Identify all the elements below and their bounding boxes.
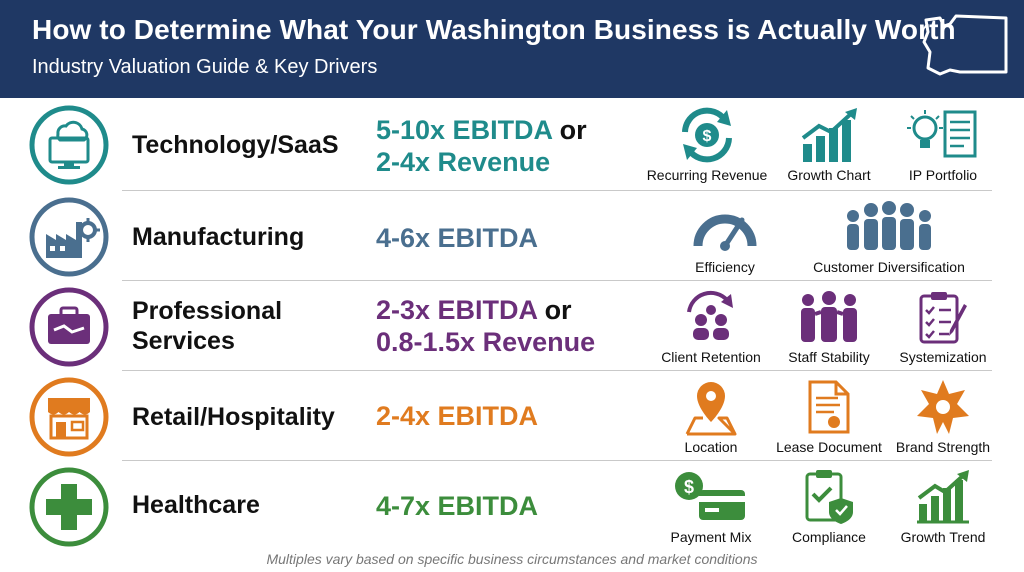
driver-label: Customer Diversification: [813, 259, 965, 275]
recurring-revenue-icon: $: [682, 107, 732, 163]
industry-name: Technology/SaaS: [132, 131, 339, 159]
gauge-icon: [693, 214, 757, 251]
driver-compliance: Compliance: [764, 464, 894, 550]
page-subtitle: Industry Valuation Guide & Key Drivers: [32, 56, 378, 78]
valuation-multiple: 4-7x EBITDA: [376, 490, 538, 522]
industry-row-technology: Technology/SaaS 5-10x EBITDA or 2-4x Rev…: [0, 100, 1024, 190]
staff-stability-icon: [801, 291, 857, 342]
growth-chart-icon: [801, 108, 857, 162]
driver-label: Lease Document: [776, 439, 882, 455]
industry-row-manufacturing: Manufacturing 4-6x EBITDA Efficiency Cus…: [0, 192, 1024, 282]
row-divider: [122, 460, 992, 461]
footer-note: Multiples vary based on specific busines…: [266, 551, 758, 567]
driver-customer-diversification: Customer Diversification: [813, 194, 965, 280]
compliance-shield-icon: [805, 470, 853, 524]
driver-payment-mix: $ Payment Mix: [646, 464, 776, 550]
driver-label: Staff Stability: [788, 349, 870, 365]
driver-efficiency: Efficiency: [660, 194, 790, 280]
driver-growth-trend: Growth Trend: [878, 464, 1008, 550]
driver-brand-strength: Brand Strength: [878, 374, 1008, 460]
factory-gear-icon: [29, 197, 109, 277]
industry-row-retail-hospitality: Retail/Hospitality 2-4x EBITDA Location …: [0, 372, 1024, 462]
driver-staff-stability: Staff Stability: [764, 284, 894, 370]
multiple-line1: 4-7x EBITDA: [376, 491, 539, 521]
driver-label: Payment Mix: [670, 529, 752, 545]
client-retention-icon: [687, 290, 733, 340]
ip-portfolio-icon: [907, 110, 977, 158]
industry-row-healthcare: Healthcare 4-7x EBITDA $ Payment Mix Com…: [0, 462, 1024, 552]
row-divider: [122, 190, 992, 191]
driver-label: Compliance: [792, 529, 866, 545]
industry-row-professional-services: Professional Services 2-3x EBITDA or 0.8…: [0, 282, 1024, 372]
lease-document-icon: [808, 380, 850, 434]
driver-label: Brand Strength: [895, 439, 991, 455]
driver-client-retention: Client Retention: [646, 284, 776, 370]
valuation-multiple: 5-10x EBITDA or 2-4x Revenue: [376, 114, 587, 178]
driver-label: Growth Trend: [900, 529, 986, 545]
valuation-multiple: 2-3x EBITDA or 0.8-1.5x Revenue: [376, 294, 595, 358]
driver-label: Client Retention: [661, 349, 761, 365]
medical-cross-icon: [29, 467, 109, 547]
star-badge-icon: [917, 380, 969, 434]
valuation-multiple: 4-6x EBITDA: [376, 222, 538, 254]
checklist-clipboard-icon: [919, 292, 967, 344]
industry-name-line2: Services: [132, 327, 235, 355]
people-group-icon: [847, 201, 931, 250]
valuation-multiple: 2-4x EBITDA: [376, 400, 538, 432]
industry-name: Healthcare: [132, 491, 260, 519]
driver-systemization: Systemization: [878, 284, 1008, 370]
multiple-line2: 2-4x Revenue: [376, 147, 551, 177]
washington-state-outline-icon: [922, 14, 1008, 76]
map-pin-icon: [685, 382, 737, 436]
row-divider: [122, 280, 992, 281]
multiple-line2: 0.8-1.5x Revenue: [376, 327, 596, 357]
multiple-or: or: [559, 115, 587, 145]
page-title: How to Determine What Your Washington Bu…: [32, 14, 956, 45]
row-divider: [122, 370, 992, 371]
multiple-or: or: [544, 295, 572, 325]
driver-recurring-revenue: $ Recurring Revenue: [642, 102, 772, 188]
driver-lease-document: Lease Document: [764, 374, 894, 460]
multiple-line1: 2-4x EBITDA: [376, 401, 539, 431]
multiple-line1: 2-3x EBITDA: [376, 295, 538, 325]
driver-label: Recurring Revenue: [646, 167, 768, 183]
briefcase-handshake-icon: [29, 287, 109, 367]
industry-name: Retail/Hospitality: [132, 403, 335, 431]
driver-label: Efficiency: [695, 259, 755, 275]
driver-ip-portfolio: IP Portfolio: [878, 102, 1008, 188]
multiple-line1: 5-10x EBITDA: [376, 115, 553, 145]
driver-growth-chart: Growth Chart: [764, 102, 894, 188]
driver-label: Location: [684, 439, 738, 455]
driver-label: Growth Chart: [787, 167, 871, 183]
industry-name-line1: Professional: [132, 297, 283, 325]
svg-text:$: $: [703, 128, 712, 145]
driver-location: Location: [646, 374, 776, 460]
svg-text:$: $: [684, 477, 694, 497]
driver-label: IP Portfolio: [908, 167, 978, 183]
cloud-monitor-icon: [29, 105, 109, 185]
storefront-icon: [29, 377, 109, 457]
header-banner: How to Determine What Your Washington Bu…: [0, 0, 1024, 98]
driver-label: Systemization: [899, 349, 987, 365]
payment-mix-icon: $: [675, 472, 745, 520]
growth-trend-icon: [917, 470, 969, 524]
industry-name: Professional Services: [132, 296, 282, 356]
industry-name: Manufacturing: [132, 223, 305, 251]
multiple-line1: 4-6x EBITDA: [376, 223, 539, 253]
